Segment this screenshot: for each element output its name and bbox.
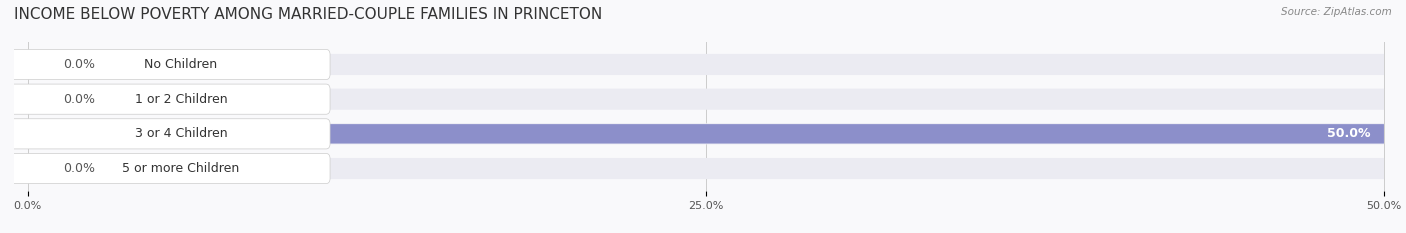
FancyBboxPatch shape: [10, 119, 330, 149]
Text: 50.0%: 50.0%: [1327, 127, 1371, 140]
FancyBboxPatch shape: [28, 124, 1384, 144]
Text: No Children: No Children: [145, 58, 218, 71]
FancyBboxPatch shape: [10, 84, 330, 114]
FancyBboxPatch shape: [27, 158, 1384, 179]
Text: 0.0%: 0.0%: [63, 93, 94, 106]
FancyBboxPatch shape: [28, 89, 49, 109]
FancyBboxPatch shape: [28, 159, 49, 178]
FancyBboxPatch shape: [27, 54, 1384, 75]
Text: 1 or 2 Children: 1 or 2 Children: [135, 93, 228, 106]
FancyBboxPatch shape: [27, 89, 1384, 110]
Text: 3 or 4 Children: 3 or 4 Children: [135, 127, 228, 140]
Text: Source: ZipAtlas.com: Source: ZipAtlas.com: [1281, 7, 1392, 17]
Text: 0.0%: 0.0%: [63, 162, 94, 175]
FancyBboxPatch shape: [27, 123, 1384, 144]
Text: 0.0%: 0.0%: [63, 58, 94, 71]
FancyBboxPatch shape: [28, 55, 49, 74]
FancyBboxPatch shape: [10, 49, 330, 79]
Text: INCOME BELOW POVERTY AMONG MARRIED-COUPLE FAMILIES IN PRINCETON: INCOME BELOW POVERTY AMONG MARRIED-COUPL…: [14, 7, 602, 22]
FancyBboxPatch shape: [10, 154, 330, 184]
Text: 5 or more Children: 5 or more Children: [122, 162, 239, 175]
